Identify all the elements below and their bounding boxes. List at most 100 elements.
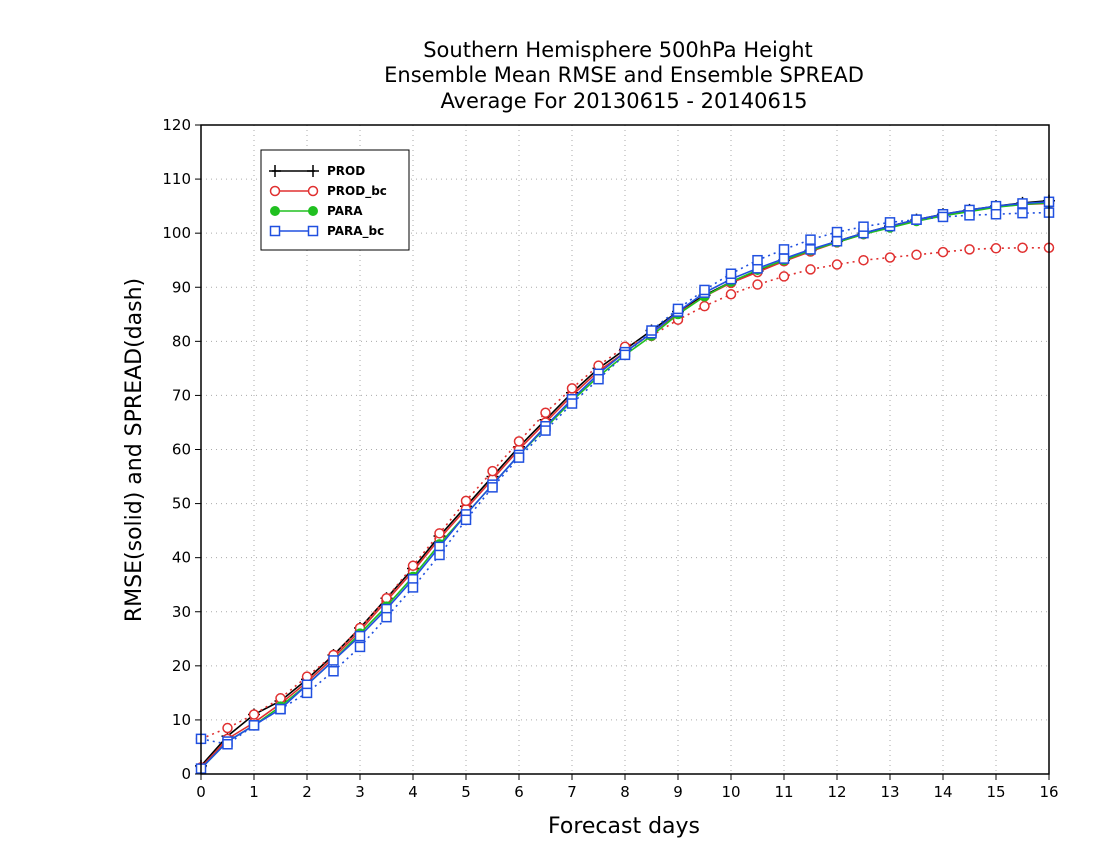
legend-marker [307,185,319,197]
x-tick-label: 16 [1039,783,1058,801]
data-point-prod-bc-dashed [1017,242,1028,254]
data-point-para-bc-dashed [487,482,498,493]
data-point-prod-bc-dashed [778,271,790,282]
x-tick-label: 14 [933,783,952,801]
data-point-prod-bc-dashed [831,259,843,270]
data-point-para-bc-dashed [513,452,525,463]
data-point-para-bc-solid [328,655,339,666]
legend-item-prod-bc: PROD_bc [269,184,387,199]
y-tick-label: 60 [172,441,191,459]
data-point-prod-bc-dashed [884,252,896,263]
data-point-para-bc-dashed [937,211,949,223]
data-point-prod-bc-dashed [858,254,869,266]
data-point-para-bc-dashed [752,254,763,266]
legend-label: PROD_bc [327,184,387,199]
legend-marker [270,206,280,216]
axes: 0 1 2 3 4 5 6 7 8 9 10 11 12 13 14 15 160102030405060708… [162,116,1058,801]
series-line-para-bc-dashed [200,211,1050,746]
data-point-para-bc-dashed [884,217,896,228]
data-point-prod-bc-dashed [699,300,710,312]
data-point-para-bc-dashed [858,221,869,232]
data-point-para-bc-dashed [911,214,922,225]
x-tick-label: 0 [196,783,206,801]
data-point-prod-bc-dashed [937,246,949,258]
data-point-para-bc-dashed [566,398,578,409]
x-axis-title: Forecast days [548,814,700,839]
data-point-para-bc-dashed [778,244,790,255]
legend-item-para-bc: PARA_bc [269,224,384,239]
y-tick-label: 90 [172,278,191,296]
data-point-para-bc-dashed [699,284,710,296]
data-point-para-bc-solid [1017,198,1028,209]
legend-marker [307,165,319,177]
data-point-para-bc-solid [805,244,816,255]
y-tick-label: 10 [172,711,191,729]
y-tick-label: 100 [162,224,191,242]
data-point-para-bc-dashed [540,425,551,436]
data-point-para-bc-solid [354,630,366,642]
legend-marker [269,165,281,177]
y-tick-label: 110 [162,170,191,188]
data-point-para-bc-dashed [805,234,816,245]
data-point-para-bc-dashed [434,549,445,561]
y-tick-label: 120 [162,116,191,134]
data-point-prod-bc-dashed [407,560,419,572]
data-point-prod-bc-dashed [805,264,816,275]
title-line-3: Average For 20130615 - 20140615 [440,89,807,113]
y-tick-label: 80 [172,332,191,350]
x-tick-label: 11 [774,783,793,801]
data-point-para-bc-dashed [831,226,843,238]
x-tick-label: 6 [514,783,524,801]
data-point-prod-bc-dashed [248,709,260,720]
legend-marker [308,206,318,216]
data-point-para-bc-dashed [275,703,286,715]
data-point-para-bc-dashed [964,210,975,221]
title-line-1: Southern Hemisphere 500hPa Height [423,38,813,62]
data-point-prod-bc-dashed [487,465,498,477]
legend-item-prod: PROD [269,164,365,178]
data-point-prod-bc-dashed [990,243,1002,254]
x-tick-label: 7 [567,783,577,801]
data-point-prod-bc-dashed [434,528,445,539]
data-point-para-bc-dashed [593,373,604,385]
y-tick-label: 50 [172,495,191,513]
x-tick-label: 10 [721,783,740,801]
legend-label: PARA [327,204,363,218]
x-tick-label: 12 [827,783,846,801]
data-point-prod-bc-dashed [540,407,551,418]
grid [201,125,1049,774]
data-point-para-bc-dashed [460,514,472,526]
data-point-para-bc-dashed [381,611,392,623]
x-tick-label: 13 [880,783,899,801]
data-point-prod-bc-dashed [752,279,763,290]
data-point-para-bc-dashed [646,325,657,336]
legend-label: PROD [327,164,365,178]
data-point-prod-bc-dashed [964,244,975,255]
data-point-para-bc-dashed [222,739,233,750]
chart-title: Southern Hemisphere 500hPa Height Ensemb… [384,38,864,113]
y-tick-label: 30 [172,603,191,621]
legend-marker [269,225,281,237]
x-tick-label: 4 [408,783,418,801]
y-tick-label: 20 [172,657,191,675]
y-tick-label: 0 [181,765,191,783]
title-line-2: Ensemble Mean RMSE and Ensemble SPREAD [384,63,864,87]
data-point-prod-bc-dashed [566,383,578,394]
data-point-para-bc-dashed [990,208,1002,220]
x-tick-label: 3 [355,783,365,801]
x-tick-label: 5 [461,783,471,801]
data-point-para-bc-dashed [672,303,684,315]
data-point-prod-bc-dashed [911,249,922,261]
legend-label: PARA_bc [327,224,384,239]
legend-box [260,149,410,251]
data-point-para-bc-dashed [354,641,366,653]
y-axis-title: RMSE(solid) and SPREAD(dash) [122,278,147,622]
x-tick-label: 8 [620,783,630,801]
data-point-para-bc-dashed [619,349,631,361]
data-point-para-bc-dashed [328,665,339,677]
legend-item-para: PARA [270,204,363,218]
legend-marker [307,225,319,237]
data-point-para-bc-solid [778,253,790,264]
x-tick-label: 1 [249,783,259,801]
